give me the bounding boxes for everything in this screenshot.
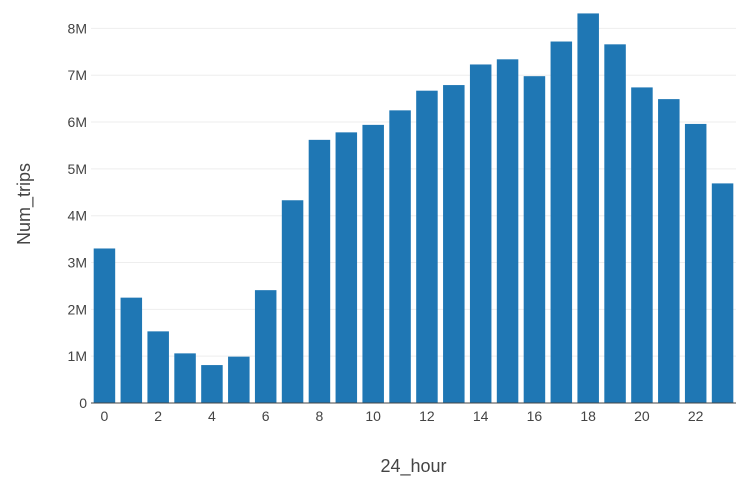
y-tick-label: 1M — [68, 348, 87, 364]
x-axis-title: 24_hour — [380, 456, 446, 477]
bar-hour-3 — [174, 353, 196, 403]
x-tick-label: 16 — [527, 408, 543, 424]
y-tick-label: 5M — [68, 161, 87, 177]
x-axis-ticks: 0 2 4 6 8 10 12 14 16 18 20 22 — [101, 408, 704, 424]
bar-hour-20 — [631, 87, 653, 403]
y-tick-label: 4M — [68, 208, 87, 224]
y-tick-label: 6M — [68, 114, 87, 130]
y-tick-label: 2M — [68, 301, 87, 317]
bar-hour-1 — [120, 297, 143, 403]
bar-hour-4 — [201, 365, 223, 403]
x-tick-label: 6 — [262, 408, 270, 424]
y-tick-label: 3M — [68, 255, 87, 271]
y-tick-label: 0 — [79, 395, 87, 411]
x-tick-label: 4 — [208, 408, 216, 424]
y-tick-label: 8M — [68, 20, 87, 36]
x-tick-label: 0 — [101, 408, 109, 424]
bar-hour-7 — [281, 200, 304, 403]
bar-hour-18 — [577, 13, 599, 404]
bar-hour-14 — [469, 64, 492, 403]
x-tick-label: 22 — [688, 408, 704, 424]
x-tick-label: 10 — [365, 408, 381, 424]
bar-hour-13 — [443, 85, 465, 403]
x-tick-label: 12 — [419, 408, 435, 424]
bar-hour-23 — [711, 183, 734, 403]
bar-hour-19 — [604, 44, 626, 404]
bar-hour-21 — [658, 99, 680, 403]
bar-hour-22 — [684, 123, 707, 403]
bars — [93, 13, 734, 404]
gridlines — [91, 27, 736, 357]
x-tick-label: 14 — [473, 408, 489, 424]
y-tick-label: 7M — [68, 67, 87, 83]
bar-hour-6 — [254, 290, 277, 403]
y-axis-title: Num_trips — [14, 163, 35, 245]
bar-hour-17 — [550, 41, 573, 404]
bar-hour-12 — [416, 90, 438, 403]
x-tick-label: 18 — [580, 408, 596, 424]
bar-hour-2 — [147, 331, 169, 403]
bar-hour-11 — [389, 110, 411, 404]
bar-hour-10 — [362, 124, 384, 404]
bar-hour-16 — [523, 76, 546, 404]
x-tick-label: 20 — [634, 408, 650, 424]
bar-hour-5 — [228, 356, 250, 403]
bar-hour-0 — [93, 248, 116, 403]
x-tick-label: 2 — [154, 408, 162, 424]
bar-hour-8 — [308, 139, 331, 404]
bar-hour-15 — [496, 59, 519, 403]
y-axis-ticks: 0 1M 2M 3M 4M 5M 6M 7M 8M — [68, 20, 88, 411]
x-tick-label: 8 — [316, 408, 324, 424]
bar-hour-9 — [335, 132, 358, 404]
